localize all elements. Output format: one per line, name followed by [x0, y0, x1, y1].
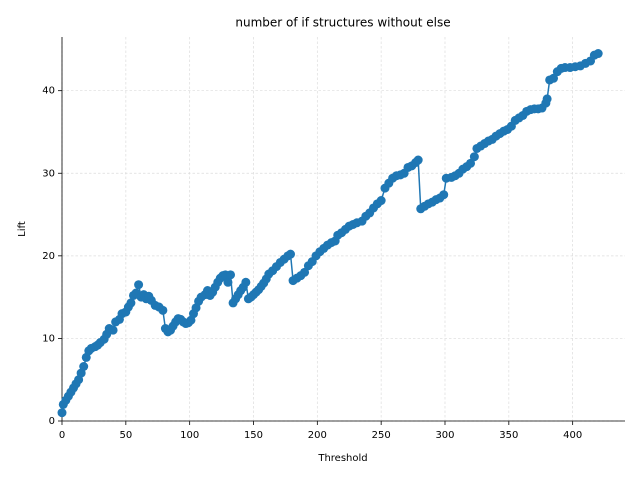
- data-point: [241, 277, 251, 287]
- data-point: [158, 305, 168, 315]
- data-point: [57, 408, 67, 418]
- data-point: [593, 49, 603, 59]
- data-point: [542, 94, 552, 104]
- data-point: [300, 267, 310, 277]
- data-point: [108, 325, 118, 335]
- x-tick-label: 300: [435, 430, 454, 441]
- x-tick-label: 150: [244, 430, 263, 441]
- data-point: [466, 158, 476, 168]
- x-tick-label: 400: [563, 430, 582, 441]
- data-point: [134, 280, 144, 290]
- x-tick-label: 50: [119, 430, 132, 441]
- data-point: [226, 270, 236, 280]
- data-point: [439, 190, 449, 200]
- x-tick-label: 100: [180, 430, 199, 441]
- data-point: [469, 152, 479, 162]
- data-point: [413, 155, 423, 165]
- y-axis-label: Lift: [17, 221, 28, 237]
- data-point: [126, 298, 136, 308]
- x-tick-label: 350: [499, 430, 518, 441]
- x-tick-label: 250: [372, 430, 391, 441]
- y-tick-label: 10: [42, 333, 55, 344]
- data-point: [223, 277, 233, 287]
- y-tick-label: 40: [42, 86, 55, 97]
- data-line: [61, 52, 599, 413]
- data-point: [286, 249, 296, 259]
- y-tick-label: 30: [42, 168, 55, 179]
- y-tick-label: 0: [49, 416, 55, 427]
- x-tick-label: 0: [59, 430, 65, 441]
- y-tick-label: 20: [42, 251, 55, 262]
- x-tick-label: 200: [308, 430, 327, 441]
- chart-title: number of if structures without else: [235, 16, 450, 30]
- data-point: [376, 196, 386, 206]
- data-point: [549, 73, 559, 83]
- data-point: [79, 361, 89, 371]
- x-axis-label: Threshold: [317, 453, 367, 464]
